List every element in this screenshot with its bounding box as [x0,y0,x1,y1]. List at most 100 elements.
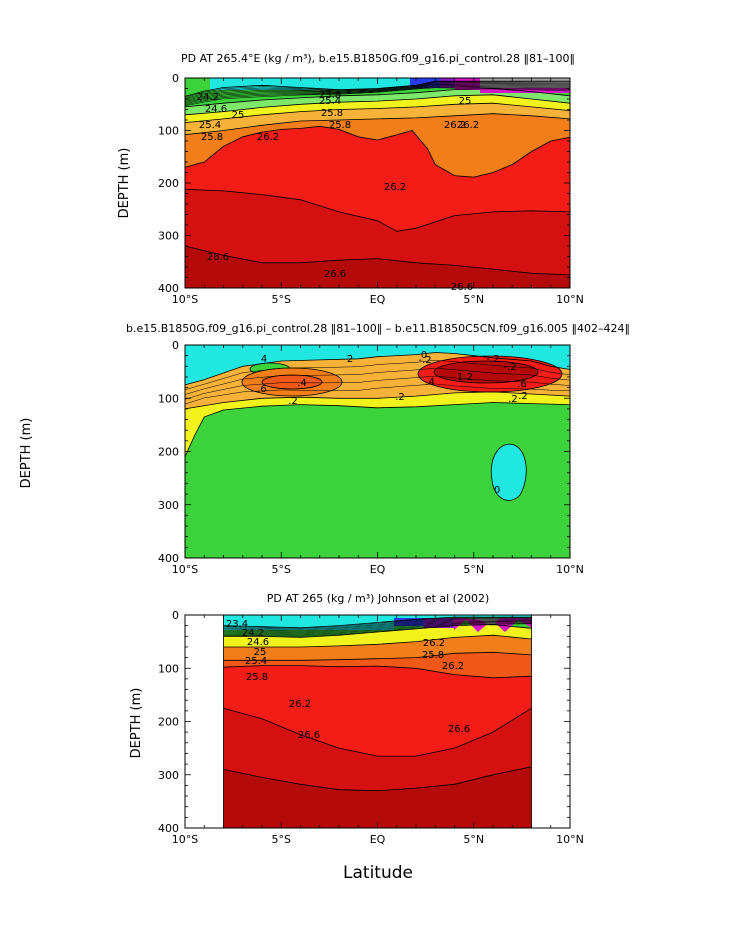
p1-contour-label-15: 26.2 [444,120,466,131]
p3-contour-line-6 [223,616,532,629]
p1-ytick-label: 0 [172,72,179,85]
p1-xtick-label: 5°N [463,293,484,306]
p2-isoline-3 [184,375,571,400]
p1-contour-line-1 [184,188,571,232]
p3-contour-line-1 [223,707,532,757]
p1-contour-label-6: 26.2 [257,132,279,143]
p1-isoline-2 [184,82,571,99]
p3-xtick-label: 5°S [272,833,291,846]
panel-3-contour-lines [223,615,532,828]
p1-ytick-label: 300 [158,230,179,243]
p1-band-cyan [210,78,410,90]
p2-cyan-blob [490,443,527,501]
p1-band-green [185,78,210,98]
p2-isoline-1 [184,360,571,390]
p3-mask-left [186,616,224,827]
p2-ytick-label: 100 [158,392,179,405]
p1-isoline-8 [184,86,571,106]
p3-xtick-label: 10°N [556,833,584,846]
p2-isoline-4 [184,383,571,405]
p3-isoline-6 [223,621,532,634]
p2-contour-line-1 [184,391,571,410]
p2-ytick-label: 400 [158,552,179,565]
p3-band-purple [424,618,454,628]
p1-xtick-label: 10°S [172,293,198,306]
p3-contour-label-0: 23.4 [226,619,248,630]
p3-contour-label-7: 26.2 [442,661,464,672]
panel-2-contour-lines [184,352,571,457]
p3-ytick-label: 400 [158,822,179,835]
p2-ytick-label: 0 [172,339,179,352]
p2-ytick-label: 200 [158,446,179,459]
p1-ytick-label: 200 [158,177,179,190]
p3-xtick-label: EQ [370,833,386,846]
p3-ytick-label: 200 [158,716,179,729]
p3-contour-label-2: 24.6 [247,637,269,648]
p2-contour-label-4: .4 [297,378,307,389]
p3-contour-label-1: 24.2 [242,628,264,639]
p2-contour-label-14: -.2 [503,362,516,373]
p2-ytick-label: 300 [158,499,179,512]
p1-contour-label-5: 25.8 [201,132,223,143]
p3-xtick-label: 10°S [172,833,198,846]
p1-contour-label-3: 25 [232,110,245,121]
p3-isoline-3 [223,619,532,631]
p2-contour-line-0 [184,402,571,457]
p1-isoline-9 [184,87,571,107]
p2-contour-label-15: 0 [494,485,500,496]
p1-contour-label-13: 25.8 [321,108,343,119]
panel-3-contour-fills [186,615,569,828]
p1-isoline-3 [184,83,571,100]
panel-3-axes: 10°S 5°S EQ 5°N 10°N 0 100 200 300 400 [158,609,584,846]
p3-contour-line-0 [223,766,532,792]
p2-contour-label-6: .2 [395,392,405,403]
p1-ytick-label: 100 [158,125,179,138]
panel-2-contour-labels: 4 2 -.2.6.4.2.2.4.20 -.21.2.6.2-.20 [257,350,528,496]
p3-contour-label-10: 25.8 [422,650,444,661]
panel-3-title: PD AT 265 (kg / m³) Johnson et al (2002) [267,592,490,605]
p1-ytick-label: 400 [158,282,179,295]
p3-isoline-1 [223,617,532,629]
p2-xtick-label: 5°S [272,563,291,576]
p1-xtick-label: EQ [370,293,386,306]
p1-isoline-1 [184,81,571,98]
p2-contour-label-2: -.2 [418,355,431,366]
p1-contour-line-7 [184,80,570,97]
p3-mask-right [531,616,569,827]
p3-contour-label-4: 25.4 [245,656,267,667]
x-axis-label: Latitude [343,863,413,883]
panel-3-ylabel: DEPTH (m) [129,688,144,759]
p2-isoline-2 [184,367,571,395]
p2-contour-line-2 [184,352,571,386]
p3-isoline-4 [223,619,532,632]
p3-ytick-label: 300 [158,769,179,782]
p1-band-magenta-2 [480,88,570,93]
p1-contour-line-5 [184,94,571,116]
p3-contour-label-11: 26.2 [423,638,445,649]
p1-contour-line-6 [184,88,571,108]
p1-contour-label-12: 25.4 [319,96,341,107]
panel-1-axes: 10°S 5°S EQ 5°N 10°N 0 100 200 300 400 [158,72,584,306]
panel-1-title: PD AT 265.4°E (kg / m³), b.e15.B1850G.f0… [181,52,575,65]
p2-contour-label-7: .4 [425,377,435,388]
p3-ytick-label: 0 [172,609,179,622]
p2-contour-label-11: 1.2 [457,372,473,383]
p2-contour-label-10: -.2 [486,354,499,365]
p3-isoline-7 [223,622,532,635]
p1-band-purple [440,78,455,88]
panel-2-title: b.e15.B1850G.f09_g16.pi_control.28 ‖81–1… [126,322,630,335]
p3-contour-line-5 [223,624,532,638]
p3-contour-label-5: 25.8 [246,672,268,683]
panel-3-contour-labels: 23.424.224.62525.425.826.226.226.626.625… [226,619,470,741]
p1-contour-line-2 [184,125,571,178]
p2-xtick-label: EQ [370,563,386,576]
p2-contour-label-5: .2 [288,396,298,407]
p2-orange-lens-inner [261,374,323,390]
p2-contour-label-9: 0 [421,350,427,361]
p3-xtick-label: 5°N [463,833,484,846]
panel-1: PD AT 265.4°E (kg / m³), b.e15.B1850G.f0… [117,52,584,306]
p1-contour-label-9: 26.6 [207,252,229,263]
p3-isoline-5 [223,620,532,633]
